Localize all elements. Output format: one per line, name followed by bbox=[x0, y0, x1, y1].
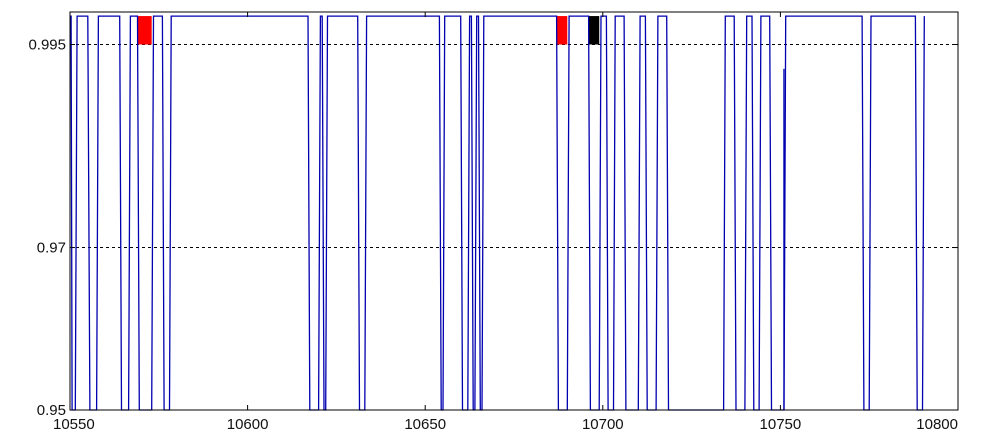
plot-frame bbox=[69, 11, 959, 411]
grid-lines bbox=[70, 43, 958, 249]
y-tick-label: 0.995 bbox=[28, 36, 66, 53]
highlight-block bbox=[556, 16, 568, 45]
x-tick-label: 10650 bbox=[404, 416, 446, 433]
highlight-blocks bbox=[137, 16, 600, 45]
x-tick-label: 10550 bbox=[53, 416, 95, 433]
x-tick-label: 10700 bbox=[582, 416, 624, 433]
y-tick-label: 0.97 bbox=[37, 240, 66, 257]
x-tick-label: 10600 bbox=[227, 416, 269, 433]
series-layer bbox=[69, 11, 959, 411]
axis-ticks bbox=[69, 12, 959, 411]
highlight-block bbox=[588, 16, 600, 45]
x-tick-label: 10800 bbox=[916, 416, 958, 433]
y-tick-label: 0.95 bbox=[37, 402, 66, 419]
highlight-block bbox=[137, 16, 152, 45]
x-tick-labels: 10550 10600 10650 10700 10750 10800 bbox=[53, 416, 958, 433]
plot-area bbox=[69, 11, 959, 411]
y-tick-labels: 0.95 0.97 0.995 bbox=[28, 36, 66, 419]
x-tick-label: 10750 bbox=[760, 416, 802, 433]
